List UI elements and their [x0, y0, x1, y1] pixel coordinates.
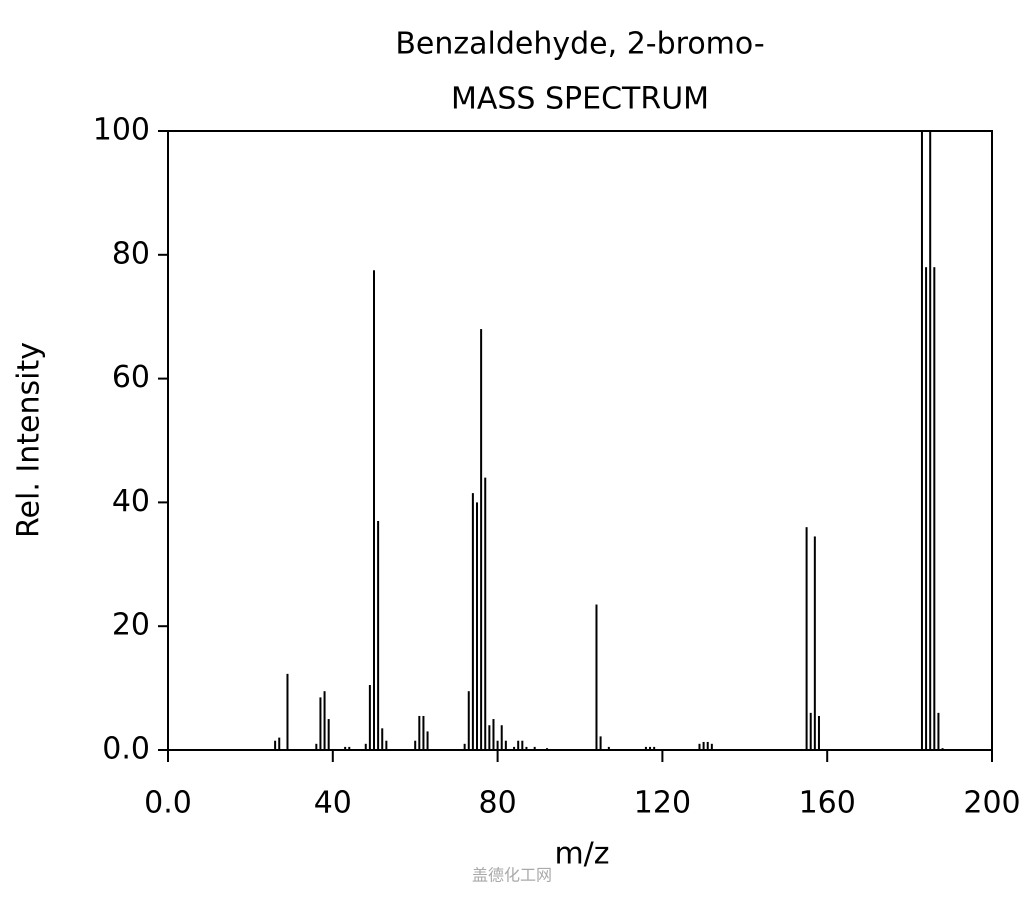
peak [517, 740, 520, 750]
peak [463, 743, 466, 750]
peak [422, 715, 425, 750]
peak [373, 270, 375, 750]
peak [941, 748, 944, 750]
peak [471, 493, 474, 750]
peak [364, 743, 367, 750]
peak [315, 743, 318, 750]
peak [937, 712, 940, 750]
y-tick-label: 60 [112, 360, 150, 395]
peak [274, 740, 277, 750]
peak [607, 746, 610, 750]
chart-subtitle: MASS SPECTRUM [451, 82, 709, 117]
x-tick-label: 80 [479, 786, 517, 821]
peak [920, 131, 923, 750]
peak [710, 743, 713, 750]
peak [484, 477, 487, 750]
y-tick-label: 100 [93, 113, 150, 148]
peak [327, 719, 330, 750]
peak [599, 736, 602, 750]
peak [546, 748, 549, 750]
peak [344, 746, 347, 750]
peak [698, 743, 701, 750]
peak [805, 527, 808, 750]
peak [504, 740, 507, 750]
y-tick-label: 0.0 [102, 732, 150, 767]
x-tick-label: 0.0 [144, 786, 192, 821]
peak [467, 691, 470, 750]
peak [521, 740, 524, 750]
peak [492, 719, 495, 750]
y-tick-label: 20 [112, 608, 150, 643]
watermark: 盖德化工网 [472, 866, 552, 885]
x-tick-label: 120 [634, 786, 691, 821]
x-axis-label: m/z [554, 837, 609, 872]
peak [323, 691, 326, 750]
peak [933, 267, 936, 750]
peak [426, 731, 429, 750]
x-tick-label: 160 [799, 786, 856, 821]
peak [286, 673, 289, 750]
peak [813, 536, 816, 750]
peak [418, 715, 421, 750]
peak [476, 502, 478, 750]
peak [809, 712, 812, 750]
peak [653, 746, 656, 750]
peak [929, 131, 932, 750]
x-tick-label: 40 [314, 786, 352, 821]
peak [925, 267, 928, 750]
plot-frame [167, 130, 993, 751]
peak [533, 746, 536, 750]
peak [381, 728, 384, 750]
y-tick-label: 40 [112, 484, 150, 519]
peak [348, 746, 351, 750]
peak [817, 715, 820, 750]
peak [480, 329, 483, 750]
peak [649, 746, 652, 750]
peak [319, 697, 322, 750]
peak [595, 604, 598, 750]
y-axis-label: Rel. Intensity [12, 342, 47, 538]
peak [706, 741, 709, 750]
peak [278, 737, 281, 750]
peak [513, 746, 516, 750]
x-tick-label: 200 [963, 786, 1020, 821]
chart-title: Benzaldehyde, 2-bromo- [395, 27, 764, 62]
peak [377, 520, 380, 750]
y-tick-label: 80 [112, 236, 150, 271]
peak [414, 740, 417, 750]
peak [644, 746, 647, 750]
peak [488, 725, 491, 750]
peak [702, 741, 705, 750]
peak [500, 725, 503, 750]
peak [368, 685, 371, 750]
peak [385, 740, 388, 750]
peak [496, 740, 499, 750]
peak [525, 746, 528, 750]
